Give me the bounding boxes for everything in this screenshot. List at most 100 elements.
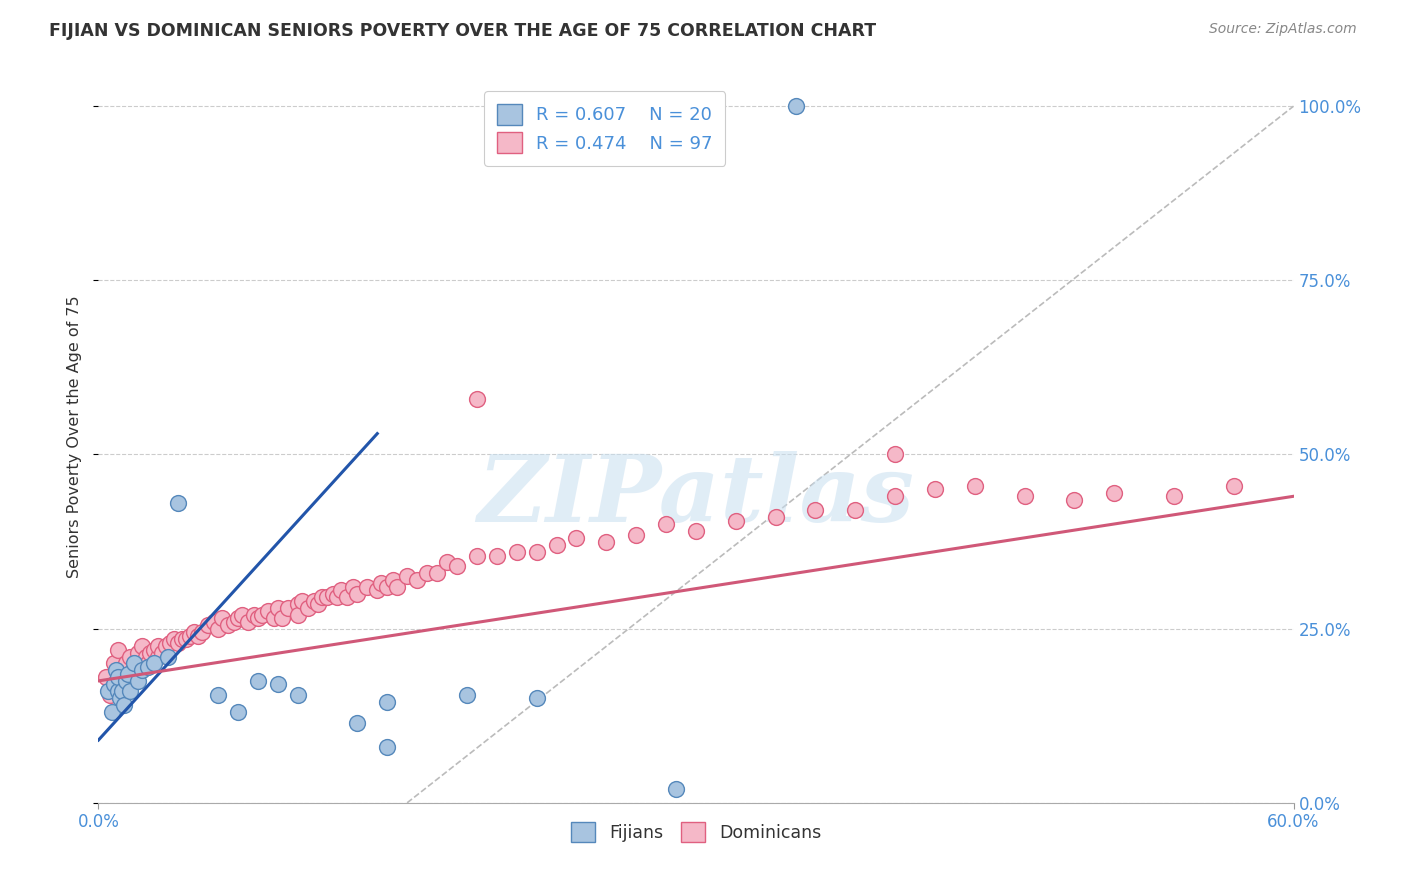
Point bbox=[844, 503, 866, 517]
Point bbox=[131, 664, 153, 678]
Point bbox=[103, 657, 125, 671]
Point bbox=[115, 673, 138, 688]
Point bbox=[291, 594, 314, 608]
Point bbox=[375, 740, 398, 755]
Point bbox=[179, 629, 201, 643]
Point bbox=[148, 639, 170, 653]
Point bbox=[98, 688, 122, 702]
Point bbox=[884, 489, 907, 503]
Point bbox=[107, 684, 129, 698]
Point bbox=[506, 545, 529, 559]
Point bbox=[96, 670, 118, 684]
Point bbox=[187, 629, 209, 643]
Point bbox=[426, 566, 449, 580]
Point bbox=[804, 503, 827, 517]
Point bbox=[287, 688, 309, 702]
Point bbox=[287, 607, 309, 622]
Point bbox=[322, 587, 344, 601]
Point bbox=[174, 632, 197, 646]
Point bbox=[155, 639, 177, 653]
Point bbox=[287, 597, 309, 611]
Point bbox=[103, 677, 125, 691]
Point bbox=[436, 556, 458, 570]
Point bbox=[243, 607, 266, 622]
Point bbox=[107, 670, 129, 684]
Point bbox=[217, 618, 239, 632]
Point bbox=[465, 549, 488, 563]
Point bbox=[250, 607, 273, 622]
Point bbox=[207, 622, 229, 636]
Point bbox=[375, 695, 398, 709]
Point bbox=[446, 558, 468, 573]
Point bbox=[316, 591, 339, 605]
Text: ZIPatlas: ZIPatlas bbox=[478, 450, 914, 541]
Point bbox=[246, 673, 269, 688]
Point bbox=[1014, 489, 1036, 503]
Point bbox=[124, 660, 146, 674]
Point bbox=[963, 479, 986, 493]
Point bbox=[336, 591, 359, 605]
Point bbox=[263, 611, 285, 625]
Point bbox=[1104, 485, 1126, 500]
Point bbox=[277, 600, 299, 615]
Point bbox=[246, 611, 269, 625]
Point bbox=[97, 684, 120, 698]
Point bbox=[330, 583, 353, 598]
Point bbox=[115, 657, 138, 671]
Point bbox=[110, 691, 132, 706]
Point bbox=[163, 632, 186, 646]
Point bbox=[595, 534, 617, 549]
Point bbox=[270, 611, 292, 625]
Point bbox=[211, 611, 233, 625]
Point bbox=[267, 600, 290, 615]
Point bbox=[167, 635, 190, 649]
Point bbox=[101, 705, 124, 719]
Point bbox=[416, 566, 439, 580]
Point bbox=[366, 583, 388, 598]
Point bbox=[385, 580, 409, 594]
Point bbox=[124, 657, 146, 671]
Point bbox=[526, 691, 548, 706]
Point bbox=[685, 524, 707, 538]
Point bbox=[148, 649, 170, 664]
Point bbox=[406, 573, 429, 587]
Point bbox=[665, 781, 688, 796]
Text: FIJIAN VS DOMINICAN SENIORS POVERTY OVER THE AGE OF 75 CORRELATION CHART: FIJIAN VS DOMINICAN SENIORS POVERTY OVER… bbox=[49, 22, 876, 40]
Point bbox=[191, 625, 214, 640]
Point bbox=[226, 611, 249, 625]
Point bbox=[105, 664, 128, 678]
Point bbox=[256, 604, 278, 618]
Point bbox=[120, 684, 142, 698]
Point bbox=[1163, 489, 1185, 503]
Point bbox=[107, 677, 129, 691]
Point bbox=[565, 531, 588, 545]
Point bbox=[396, 569, 419, 583]
Point bbox=[655, 517, 678, 532]
Point bbox=[197, 618, 219, 632]
Point bbox=[131, 639, 153, 653]
Point bbox=[136, 657, 159, 671]
Point bbox=[231, 607, 253, 622]
Legend: Fijians, Dominicans: Fijians, Dominicans bbox=[564, 815, 828, 849]
Point bbox=[546, 538, 568, 552]
Point bbox=[526, 545, 548, 559]
Point bbox=[356, 580, 378, 594]
Point bbox=[112, 698, 135, 713]
Point bbox=[183, 625, 205, 640]
Point bbox=[143, 657, 166, 671]
Point bbox=[765, 510, 787, 524]
Point bbox=[382, 573, 405, 587]
Point bbox=[111, 684, 134, 698]
Point bbox=[207, 688, 229, 702]
Point bbox=[226, 705, 249, 719]
Point bbox=[884, 448, 907, 462]
Point bbox=[626, 527, 648, 541]
Point bbox=[485, 549, 508, 563]
Point bbox=[1063, 492, 1085, 507]
Point bbox=[120, 649, 142, 664]
Point bbox=[267, 677, 290, 691]
Point bbox=[346, 715, 368, 730]
Point bbox=[159, 635, 181, 649]
Point bbox=[127, 646, 149, 660]
Point bbox=[135, 649, 157, 664]
